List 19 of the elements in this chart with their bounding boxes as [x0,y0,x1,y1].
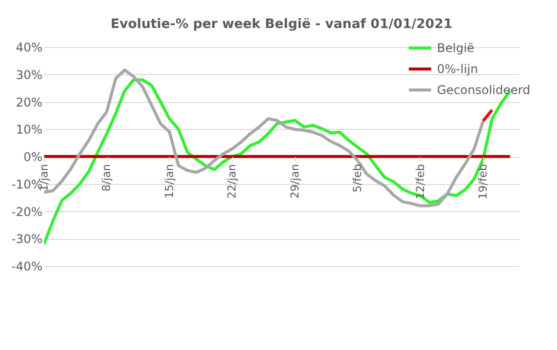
y-tick-label: 10% [16,122,42,137]
x-tick-label: 8/jan [100,164,114,192]
y-tick-label: 0% [23,150,42,164]
y-tick-label: -30% [11,232,42,246]
x-tick-label: 19/feb [476,164,490,200]
x-tick-label: 12/feb [414,164,427,200]
y-tick-label: 40% [16,40,42,54]
legend-label: 0%-lijn [437,62,478,76]
x-tick-label: 29/jan [288,164,302,198]
legend-label: België [437,41,474,55]
x-tick-label: 15/jan [162,164,176,198]
y-tick-label: 30% [16,68,42,82]
x-tick-label: 22/jan [226,164,239,198]
y-tick-label: -40% [11,260,42,274]
chart-title: Evolutie-% per week België - vanaf 01/01/2021 [110,17,452,32]
y-tick-label: 20% [16,95,42,110]
x-tick-label: 5/feb [351,164,364,192]
legend-label: Geconsolideerd [437,83,530,97]
y-tick-label: -20% [11,204,42,219]
